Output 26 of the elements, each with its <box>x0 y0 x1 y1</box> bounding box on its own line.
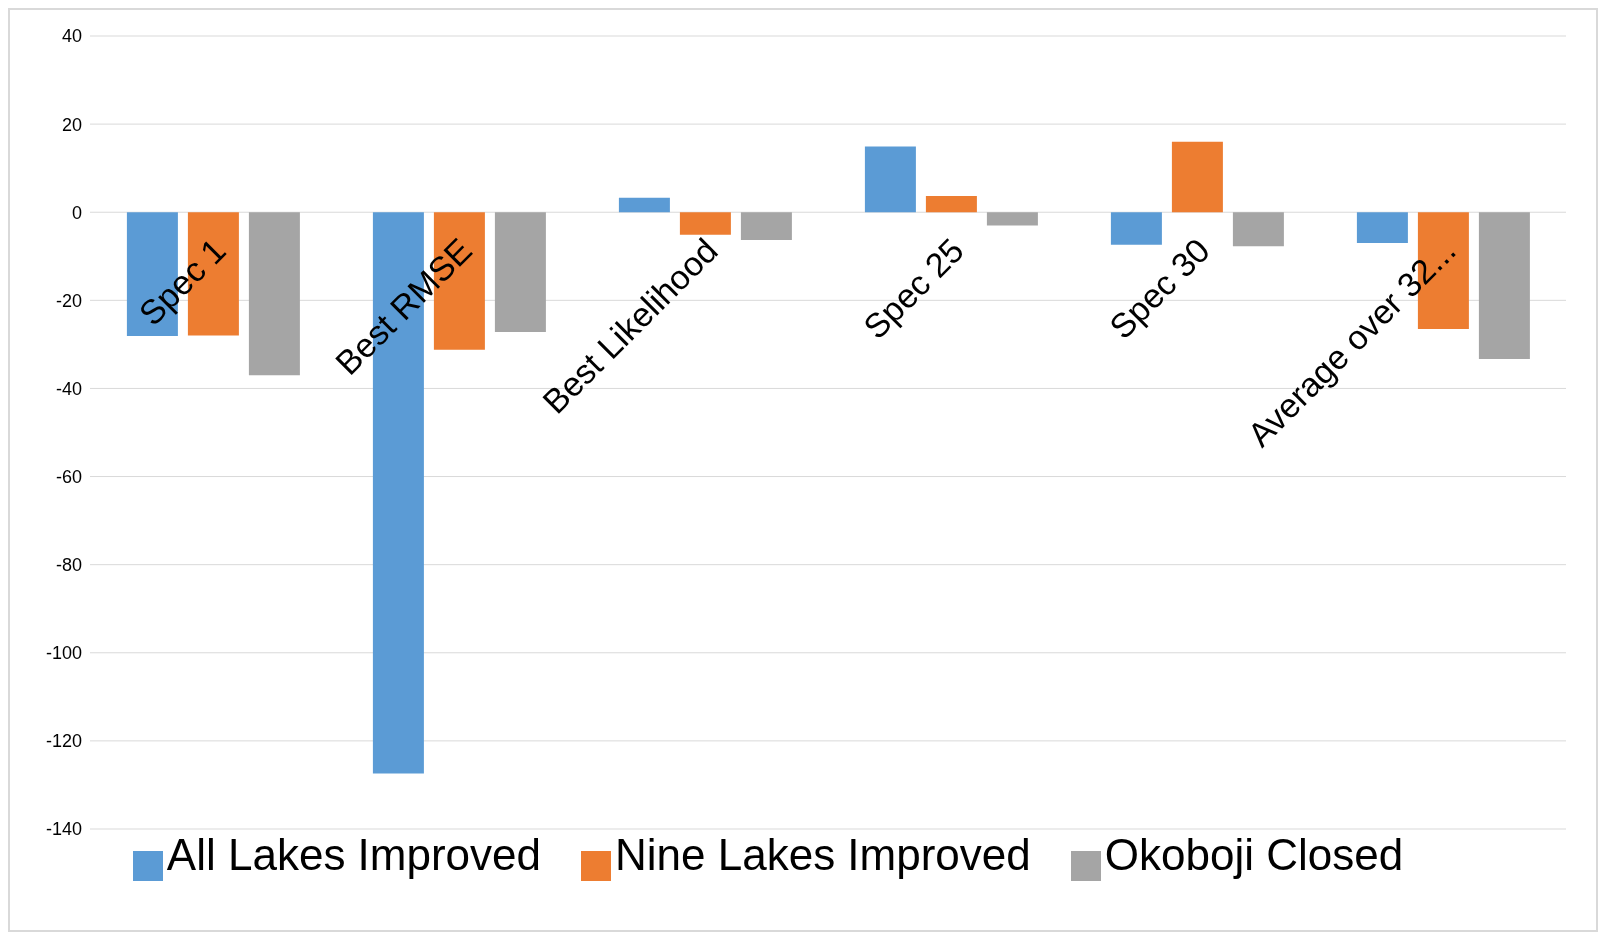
bar <box>618 197 670 213</box>
y-tick-label: -140 <box>45 819 82 840</box>
y-tick-label: -120 <box>45 731 82 752</box>
legend-label: All Lakes Improved <box>166 830 542 879</box>
y-tick-label: -40 <box>55 378 82 399</box>
bar <box>1356 212 1408 244</box>
legend-label: Okoboji Closed <box>1104 830 1404 879</box>
bar <box>1110 212 1162 245</box>
bar <box>1478 212 1530 359</box>
y-tick-label: -20 <box>55 290 82 311</box>
bar <box>1232 212 1284 247</box>
bar <box>740 212 792 240</box>
legend-label: Nine Lakes Improved <box>615 830 1031 879</box>
bar <box>986 212 1038 226</box>
y-tick-label: 20 <box>61 114 82 135</box>
y-tick-label: 40 <box>61 26 82 47</box>
y-tick-label: -60 <box>55 466 82 487</box>
bar <box>864 146 916 213</box>
y-tick-label: -100 <box>45 643 82 664</box>
bar <box>494 212 546 333</box>
y-tick-label: 0 <box>71 202 82 223</box>
bar <box>925 195 977 213</box>
bar <box>679 212 731 235</box>
bar <box>248 212 300 376</box>
y-tick-label: -80 <box>55 555 82 576</box>
bar <box>1171 141 1223 213</box>
